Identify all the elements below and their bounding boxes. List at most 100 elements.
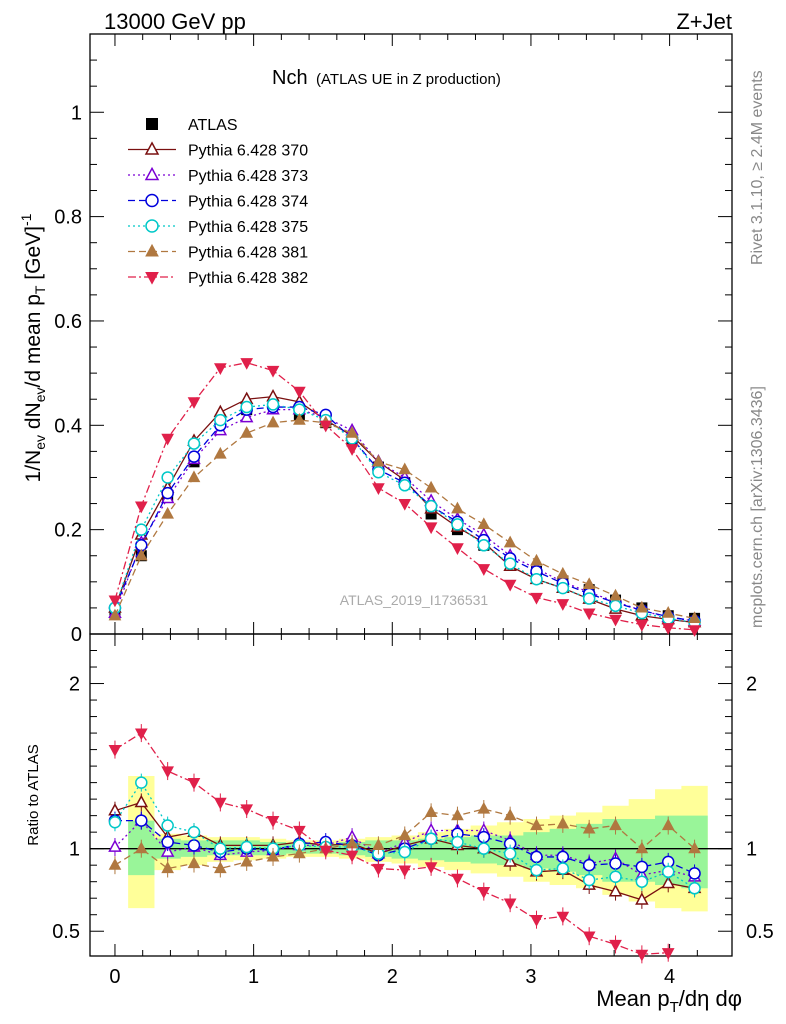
series-point-4 — [214, 446, 227, 459]
series-point-5 — [372, 483, 385, 496]
ratio-point-0 — [608, 883, 623, 897]
series-line-2 — [114, 406, 695, 622]
ratio-point-2 — [187, 839, 201, 852]
ratio-point-5 — [398, 865, 412, 878]
series-point-3 — [161, 471, 174, 484]
ratio-point-5 — [240, 804, 254, 817]
ratio-y-tick-label-right: 2 — [746, 674, 757, 696]
ratio-point-5 — [661, 948, 675, 960]
ratio-point-5 — [214, 797, 227, 810]
series-point-3 — [398, 479, 412, 492]
ratio-point-3 — [661, 865, 675, 879]
x-axis-label: Mean pT/dη dφ — [596, 986, 742, 1016]
ratio-point-2 — [530, 850, 543, 864]
x-tick-label: 2 — [387, 966, 398, 988]
ratio-point-5 — [582, 931, 596, 944]
ratio-point-4 — [424, 805, 438, 817]
series-point-5 — [319, 420, 333, 433]
series-point-5 — [661, 623, 675, 635]
legend-marker-5 — [145, 272, 159, 285]
ratio-point-5 — [609, 939, 622, 952]
legend-atlas-marker — [146, 118, 158, 130]
ratio-point-2 — [688, 867, 701, 880]
series-point-5 — [240, 358, 254, 370]
top-y-axis-label: 1/Nev dNev/d mean pT [GeV]-1 — [18, 213, 48, 482]
top-y-tick-label: 0.2 — [54, 520, 82, 542]
series-point-5 — [556, 599, 570, 611]
ratio-point-4 — [266, 849, 280, 862]
series-point-4 — [266, 415, 280, 428]
header-right: Z+Jet — [676, 9, 732, 34]
ratio-point-5 — [134, 728, 148, 741]
series-point-3 — [214, 413, 227, 427]
ratio-point-3 — [424, 832, 438, 846]
series-point-5 — [398, 498, 412, 511]
series-point-5 — [451, 543, 464, 556]
series-point-5 — [161, 433, 174, 446]
series-point-3 — [240, 400, 253, 414]
series-point-5 — [609, 614, 622, 627]
legend: ATLAS Pythia 6.428 370 Pythia 6.428 373 Pyt… — [128, 117, 308, 287]
ratio-line-4 — [114, 808, 695, 870]
ratio-series-layer — [108, 724, 702, 964]
ratio-point-5 — [187, 777, 201, 790]
series-point-4 — [582, 577, 596, 590]
ratio-point-0 — [661, 875, 675, 889]
ratio-point-4 — [688, 841, 701, 854]
atlas-data-point — [425, 508, 437, 520]
header-left: 13000 GeV pp — [104, 9, 246, 34]
series-point-3 — [451, 518, 464, 531]
ratio-point-5 — [477, 886, 491, 899]
ratio-point-3 — [503, 847, 517, 860]
ratio-point-4 — [108, 858, 122, 870]
legend-label-2: Pythia 6.428 374 — [188, 194, 308, 211]
series-point-4 — [187, 470, 201, 483]
ratio-y-axis-label: Ratio to ATLAS — [25, 744, 42, 845]
series-point-5 — [345, 444, 359, 456]
ratio-point-3 — [582, 873, 596, 887]
series-point-3 — [582, 592, 596, 605]
ratio-point-4 — [372, 838, 385, 850]
ratio-point-0 — [635, 892, 649, 905]
ratio-point-4 — [503, 808, 517, 821]
series-point-3 — [187, 437, 201, 450]
ratio-point-4 — [240, 854, 254, 867]
ratio-point-4 — [582, 821, 596, 834]
ratio-point-3 — [135, 776, 148, 789]
ratio-point-4 — [451, 808, 464, 821]
ratio-point-5 — [266, 815, 280, 828]
top-series-layer — [108, 358, 702, 637]
series-point-4 — [661, 606, 675, 618]
ratio-point-4 — [661, 818, 675, 831]
series-point-5 — [503, 579, 517, 592]
ratio-point-5 — [556, 911, 570, 924]
series-point-2 — [161, 486, 174, 500]
ratio-y-tick-label-right: 0.5 — [746, 921, 774, 943]
ratio-point-5 — [424, 862, 438, 874]
ratio-point-3 — [688, 882, 701, 895]
series-line-4 — [114, 419, 695, 619]
series-point-4 — [345, 426, 359, 438]
ratio-point-4 — [556, 816, 570, 829]
ratio-y-tick-label-right: 1 — [746, 839, 757, 861]
ratio-point-5 — [293, 825, 306, 838]
series-point-4 — [451, 501, 464, 514]
series-line-5 — [114, 362, 695, 631]
series-point-4 — [503, 535, 517, 548]
ratio-point-5 — [503, 898, 517, 911]
series-point-5 — [214, 363, 227, 376]
series-point-4 — [134, 548, 148, 561]
ratio-point-3 — [161, 819, 174, 832]
top-y-tick-label: 0.6 — [54, 311, 82, 333]
series-point-5 — [187, 397, 201, 409]
legend-marker-2 — [145, 193, 159, 208]
series-point-4 — [240, 426, 254, 438]
x-tick-label: 4 — [664, 966, 675, 988]
series-point-2 — [187, 450, 201, 463]
ratio-point-3 — [530, 863, 543, 877]
ratio-point-3 — [477, 842, 491, 855]
ratio-point-5 — [530, 915, 543, 927]
ratio-point-5 — [635, 949, 649, 962]
axis-ticks: 0 1 2 3 4 0 0.2 0.4 0.6 0.8 1 0.5 0.5 1 1 2 2 — [52, 34, 774, 988]
